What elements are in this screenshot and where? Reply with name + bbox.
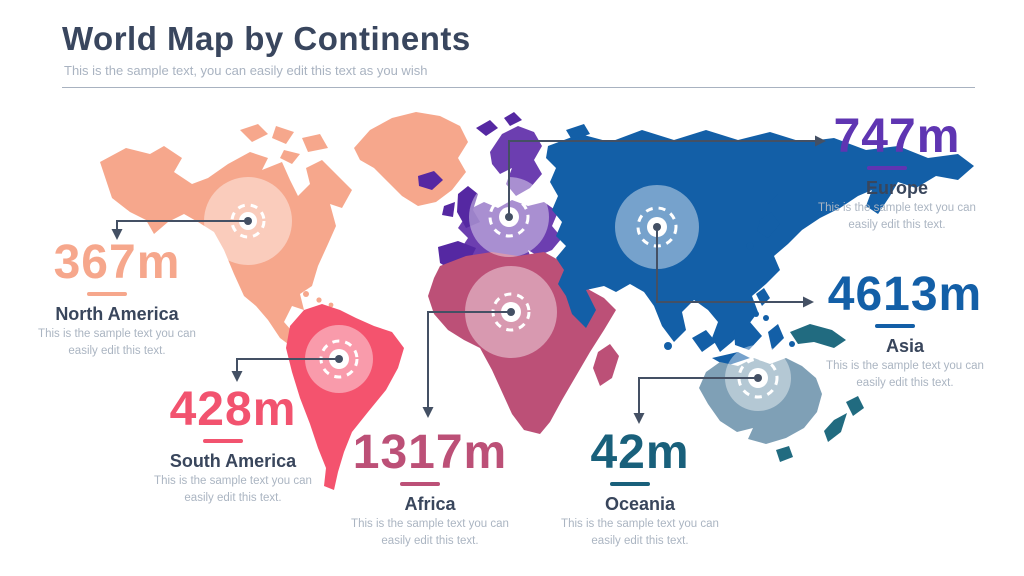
new-guinea: [790, 324, 846, 348]
sumatra: [692, 330, 716, 352]
dot-africa: [507, 308, 515, 316]
arctic-island: [272, 126, 294, 144]
target-center-dots: [244, 213, 762, 382]
slide-subtitle: This is the sample text, you can easily …: [64, 63, 428, 78]
new-zealand-south: [824, 413, 847, 442]
arrow-down-south-america: [231, 371, 243, 382]
ireland: [442, 202, 455, 217]
continent-europe: [458, 126, 562, 280]
connector-africa: [427, 311, 511, 408]
indonesia-island: [789, 341, 795, 347]
arctic-island: [302, 134, 328, 152]
arrow-down-oceania: [633, 413, 645, 424]
madagascar: [593, 344, 619, 386]
asia-mainland: [546, 130, 974, 352]
target-pulse-circles: [204, 177, 791, 411]
japan-island: [746, 242, 754, 250]
arrow-right-europe: [815, 135, 826, 147]
connector-south-america: [236, 358, 339, 372]
dot-south-america: [335, 355, 343, 363]
dot-europe: [505, 213, 513, 221]
arctic-island: [280, 150, 300, 164]
caribbean-island: [303, 291, 309, 297]
continent-asia: [546, 124, 974, 366]
ring-oceania: [737, 357, 779, 399]
ring-north-america: [230, 203, 266, 239]
new-zealand-north: [846, 396, 864, 416]
great-britain: [457, 186, 480, 228]
page-title: World Map by Continents: [62, 20, 471, 57]
caribbean-island: [316, 297, 322, 303]
arctic-island: [240, 124, 268, 142]
sulawesi: [768, 324, 784, 350]
australia: [699, 358, 822, 444]
dot-north-america: [244, 217, 252, 225]
greenland: [354, 112, 468, 206]
iceland: [418, 171, 443, 190]
connector-europe: [508, 140, 816, 217]
borneo: [734, 322, 762, 350]
sri-lanka: [664, 342, 672, 350]
dot-asia: [653, 223, 661, 231]
connector-arrowheads: [111, 135, 826, 424]
arrow-down-north-america: [111, 229, 123, 240]
connector-lines: [116, 140, 816, 414]
philippines-island: [753, 311, 759, 317]
continent-oceania-islands: [776, 324, 864, 462]
connector-asia: [656, 227, 804, 303]
tasmania: [776, 446, 793, 462]
south-america-mainland: [286, 304, 404, 490]
japan-island: [757, 212, 780, 238]
connector-north-america: [116, 220, 248, 230]
philippines-island: [763, 315, 769, 321]
svalbard-island: [504, 112, 522, 126]
novaya-zemlya: [566, 124, 590, 140]
north-america-mainland: [100, 146, 352, 360]
svalbard-island: [476, 120, 498, 136]
dot-oceania: [754, 374, 762, 382]
arrow-right-asia: [803, 296, 814, 308]
japan-island: [768, 194, 786, 214]
connector-oceania: [638, 377, 758, 414]
continent-south-america: [286, 304, 404, 490]
europe-mainland: [458, 200, 562, 280]
arrow-down-africa: [422, 407, 434, 418]
divider-line: [62, 87, 975, 88]
continent-oceania: [699, 358, 822, 444]
ring-europe: [488, 196, 530, 238]
caribbean-island: [328, 302, 334, 308]
scandinavia: [490, 126, 542, 196]
